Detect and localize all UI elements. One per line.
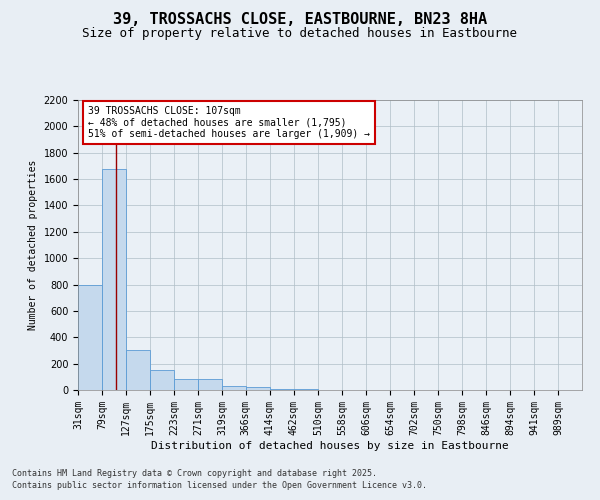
Text: 39, TROSSACHS CLOSE, EASTBOURNE, BN23 8HA: 39, TROSSACHS CLOSE, EASTBOURNE, BN23 8H…	[113, 12, 487, 28]
Bar	[126, 350, 150, 390]
Text: Contains HM Land Registry data © Crown copyright and database right 2025.: Contains HM Land Registry data © Crown c…	[12, 468, 377, 477]
X-axis label: Distribution of detached houses by size in Eastbourne: Distribution of detached houses by size …	[151, 440, 509, 450]
Bar	[246, 388, 270, 390]
Bar	[78, 284, 102, 390]
Text: Contains public sector information licensed under the Open Government Licence v3: Contains public sector information licen…	[12, 481, 427, 490]
Text: 39 TROSSACHS CLOSE: 107sqm
← 48% of detached houses are smaller (1,795)
51% of s: 39 TROSSACHS CLOSE: 107sqm ← 48% of deta…	[88, 106, 370, 139]
Bar	[198, 380, 222, 390]
Bar	[222, 386, 247, 390]
Bar	[150, 370, 174, 390]
Bar	[270, 388, 294, 390]
Bar	[102, 168, 126, 390]
Y-axis label: Number of detached properties: Number of detached properties	[28, 160, 38, 330]
Bar	[174, 380, 198, 390]
Text: Size of property relative to detached houses in Eastbourne: Size of property relative to detached ho…	[83, 28, 517, 40]
